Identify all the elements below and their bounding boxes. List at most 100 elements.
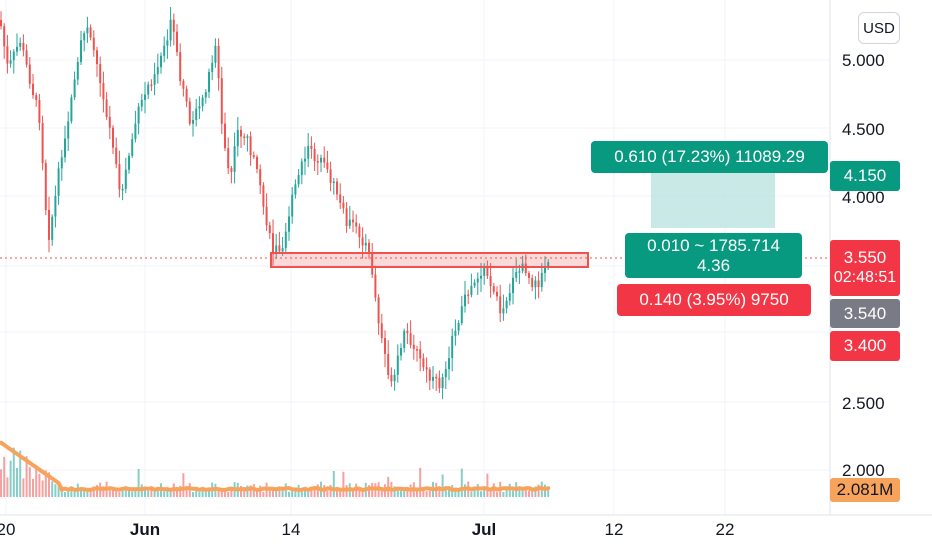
volume-bar: [512, 490, 514, 497]
candle-body: [297, 175, 300, 185]
time-axis[interactable]: 20 Jun 14 Jul 12 22: [0, 520, 734, 539]
volume-bar: [217, 491, 220, 497]
profit-label[interactable]: 0.610 (17.23%) 11089.29: [591, 141, 828, 173]
volume-bar: [249, 485, 252, 497]
price-axis[interactable]: 5.000 4.500 4.000 2.500 2.000: [842, 51, 885, 480]
volume-bar: [294, 490, 297, 497]
volume-bar: [115, 490, 118, 497]
candle-body: [547, 262, 550, 267]
position-info-label[interactable]: 0.010 ~ 1785.714 4.36: [625, 233, 802, 278]
candle-body: [441, 377, 444, 389]
volume-bar: [534, 486, 537, 497]
candle-body: [345, 208, 348, 226]
candle-body: [220, 78, 223, 124]
volume-bar: [476, 484, 479, 497]
candle-body: [80, 40, 82, 63]
candle-body: [476, 278, 479, 283]
volume-bar: [438, 489, 441, 497]
volume-bar: [396, 489, 399, 497]
volume-bar: [448, 489, 450, 497]
candle-body: [425, 367, 428, 370]
volume-bar: [156, 488, 159, 497]
candle-body: [358, 226, 361, 238]
candle-body: [214, 45, 217, 63]
candle-body: [409, 333, 412, 345]
volume-bar: [83, 487, 86, 497]
x-tick-label: 12: [605, 520, 624, 539]
volume-bar: [195, 488, 198, 497]
candle-body: [144, 94, 146, 100]
candle-body: [134, 123, 137, 140]
volume-bar: [12, 447, 15, 497]
volume-bar: [163, 491, 166, 497]
volume-bar: [224, 487, 226, 497]
x-tick-label: 20: [0, 520, 15, 539]
volume-bar: [332, 470, 335, 497]
volume-bar: [406, 489, 409, 497]
candle-body: [35, 95, 38, 100]
candle-body: [217, 45, 220, 79]
volume-bar: [304, 487, 306, 497]
candle-body: [67, 121, 70, 139]
candle-body: [172, 19, 175, 32]
volume-bar: [32, 478, 34, 497]
volume-bar: [25, 456, 28, 497]
candle-body: [179, 52, 182, 82]
candle-body: [54, 195, 57, 217]
candle-body: [25, 50, 28, 65]
candle-body: [252, 155, 255, 157]
candle-body: [364, 242, 367, 246]
candle-body: [44, 163, 47, 210]
loss-label[interactable]: 0.140 (3.95%) 9750: [617, 284, 811, 316]
volume-bar: [243, 488, 246, 497]
volume-bar: [44, 470, 47, 497]
volume-bar: [147, 490, 150, 497]
candle-body: [268, 225, 271, 234]
volume-bar: [64, 491, 66, 497]
volume-bar: [86, 489, 89, 497]
candle-body: [371, 253, 374, 275]
candle-body: [38, 99, 41, 124]
profit-zone[interactable]: [651, 172, 775, 228]
candle-body: [131, 139, 134, 156]
candle-body: [467, 294, 470, 297]
candle-body: [236, 129, 239, 147]
candle-body: [211, 62, 214, 72]
volume-bar: [521, 490, 524, 497]
candle-body: [128, 155, 130, 170]
candle-body: [416, 349, 418, 351]
candle-body: [224, 123, 226, 149]
volume-bar: [73, 489, 76, 497]
candle-body: [294, 184, 297, 195]
candle-body: [406, 330, 409, 334]
candle-body: [96, 50, 98, 65]
entry-price-tag: 3.540: [830, 299, 900, 328]
candle-body: [188, 101, 191, 124]
candle-body: [380, 323, 383, 339]
candle-body: [502, 308, 505, 314]
volume-bar: [444, 486, 447, 497]
candle-body: [176, 31, 178, 53]
candle-body: [422, 358, 425, 368]
candle-body: [281, 248, 284, 252]
candle-body: [16, 46, 18, 52]
volume-bar: [128, 486, 130, 497]
candle-body: [76, 62, 79, 80]
volume-bar: [524, 489, 527, 497]
volume-bar: [131, 491, 134, 497]
resistance-box[interactable]: [270, 252, 589, 268]
candle-body: [400, 348, 402, 356]
volume-bar: [92, 486, 95, 497]
candle-body: [342, 202, 345, 209]
candle-body: [387, 353, 390, 375]
candle-body: [329, 169, 332, 183]
x-tick-label: Jul: [472, 520, 497, 539]
candle-body: [403, 330, 406, 349]
volume-bar: [48, 472, 50, 497]
candle-body: [336, 181, 338, 195]
candle-body: [323, 157, 326, 163]
currency-button[interactable]: USD: [858, 12, 900, 44]
candle-body: [451, 335, 454, 359]
volume-bar: [310, 490, 313, 497]
candle-body: [150, 84, 153, 87]
